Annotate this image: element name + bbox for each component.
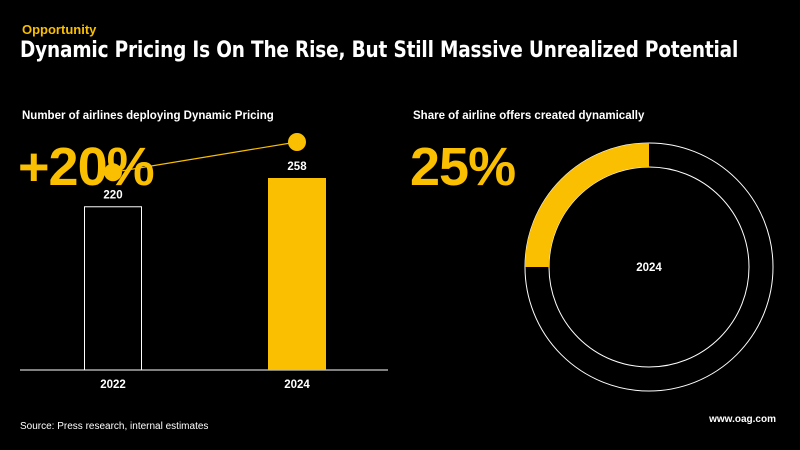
source-note: Source: Press research, internal estimat… — [20, 421, 209, 432]
left-chart-subtitle: Number of airlines deploying Dynamic Pri… — [22, 110, 274, 122]
brand-link[interactable]: www.oag.com — [709, 414, 776, 425]
bar-2024 — [268, 178, 326, 370]
data-label-2024: 258 — [287, 161, 307, 173]
bar-2022 — [84, 206, 142, 371]
bar-chart: 220 2022 258 2024 — [20, 133, 388, 391]
share-stat: 25% — [410, 137, 516, 197]
growth-connector-line — [112, 141, 298, 173]
data-label-2022: 220 — [103, 189, 122, 201]
connector-dot-2022 — [104, 163, 122, 182]
right-chart-subtitle: Share of airline offers created dynamica… — [413, 110, 645, 122]
x-tick-2022: 2022 — [100, 379, 126, 391]
page-title: Dynamic Pricing Is On The Rise, But Stil… — [20, 38, 739, 63]
donut-outer-ring — [524, 142, 774, 392]
connector-dot-2024 — [288, 133, 306, 151]
donut-center-label: 2024 — [636, 262, 662, 274]
kicker: Opportunity — [22, 22, 97, 37]
donut-inner-ring — [548, 166, 750, 368]
x-tick-2024: 2024 — [284, 379, 310, 391]
donut-slice-dynamic — [525, 143, 649, 267]
growth-stat: +20% — [18, 137, 155, 197]
